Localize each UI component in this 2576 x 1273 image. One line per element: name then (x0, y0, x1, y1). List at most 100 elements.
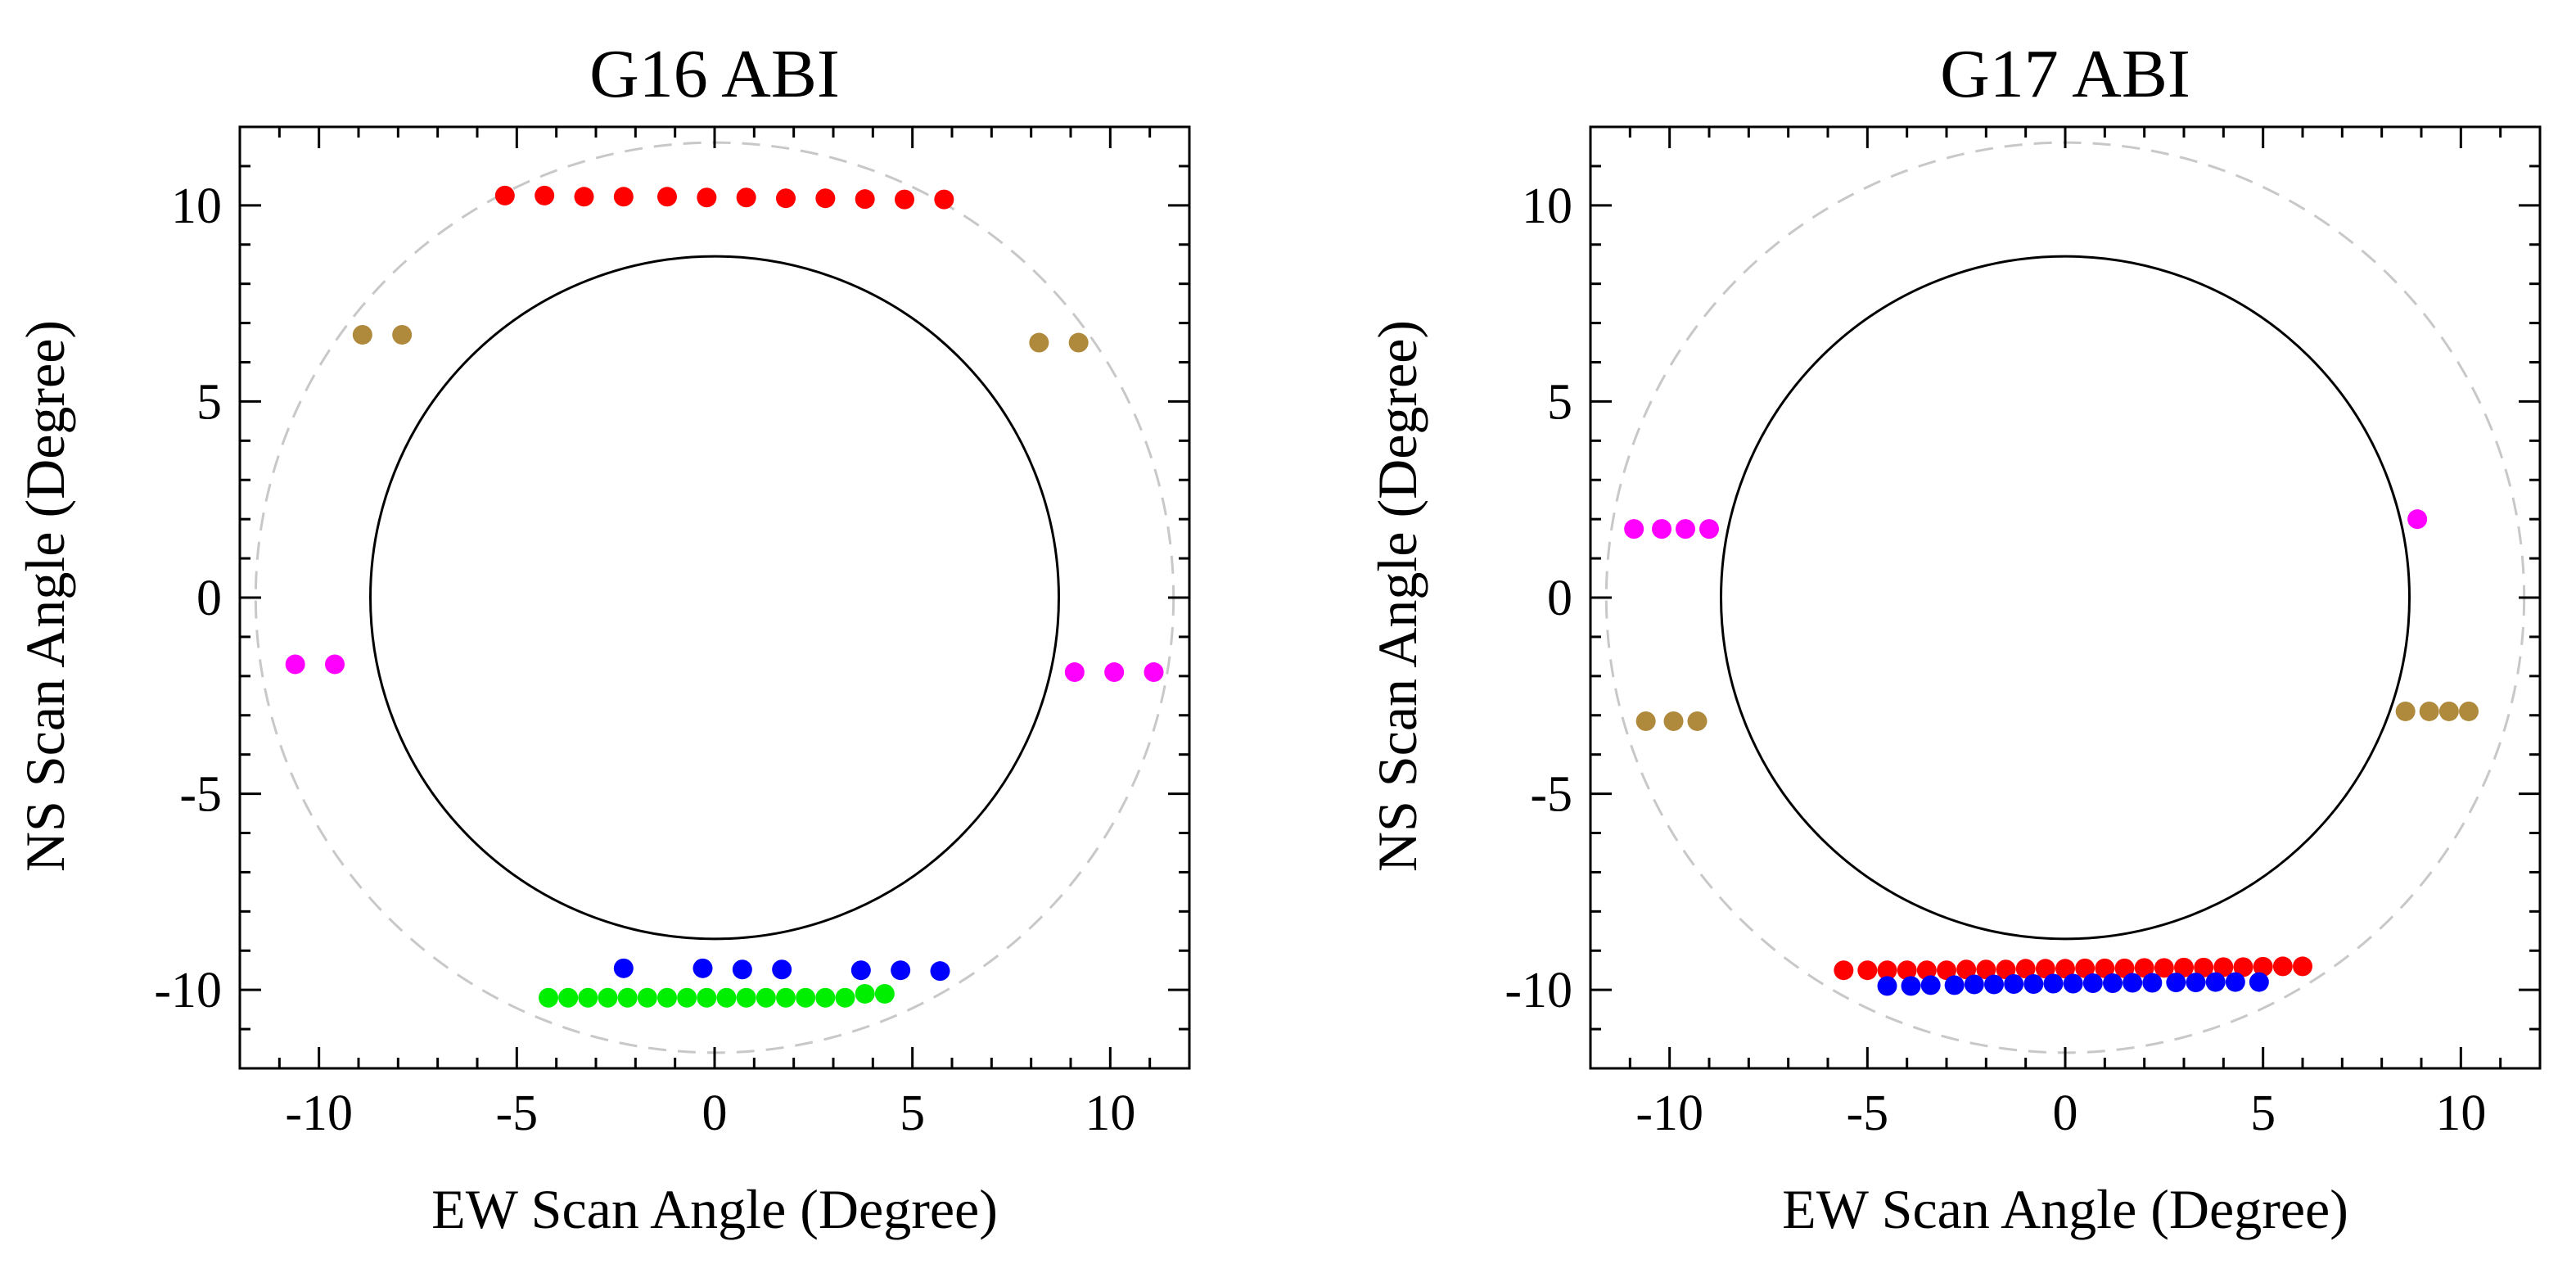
y-tick-label: 10 (1522, 178, 1572, 234)
data-point (930, 961, 950, 982)
data-point (2063, 973, 2083, 994)
series-brown (352, 324, 1089, 353)
data-point (1029, 332, 1049, 353)
data-point (697, 987, 717, 1008)
data-point (756, 987, 776, 1008)
series-magenta (1624, 509, 2428, 539)
series-red (494, 185, 954, 210)
data-point (2194, 957, 2214, 977)
y-tick-label: -5 (179, 767, 222, 823)
y-tick-label: 10 (171, 178, 222, 234)
data-point (1144, 662, 1164, 683)
y-tick-label: -5 (1530, 767, 1572, 823)
panel-g17: G17 ABI EW Scan Angle (Degree) NS Scan A… (1366, 36, 2542, 1240)
x-tick-label: -5 (496, 1086, 539, 1141)
chart-title: G16 ABI (589, 36, 840, 112)
series-red (1834, 956, 2312, 981)
data-point (574, 187, 594, 207)
data-point (1916, 960, 1937, 981)
plot-frame (238, 125, 1191, 1070)
data-point (2233, 957, 2253, 977)
x-tick-label: 10 (2435, 1086, 2486, 1141)
x-tick-label: 5 (900, 1086, 925, 1141)
data-point (2249, 972, 2269, 992)
data-point (2055, 959, 2075, 979)
data-point (2095, 958, 2115, 978)
data-point (2082, 973, 2103, 994)
data-point (539, 987, 558, 1008)
data-point (1901, 976, 1921, 996)
data-point (2213, 957, 2234, 977)
chart-title: G17 ABI (1940, 36, 2190, 112)
panel-g16: G16 ABI EW Scan Angle (Degree) NS Scan A… (14, 36, 1191, 1240)
y-tick-label: -10 (1505, 963, 1572, 1018)
x-tick-label: 10 (1085, 1086, 1135, 1141)
scan-limit-circle (254, 141, 1175, 1054)
data-point (1877, 960, 1897, 981)
data-point (855, 189, 875, 210)
data-point (1857, 960, 1878, 981)
plot-area: -10 -5 0 5 10 -10 -5 0 5 10 (154, 125, 1191, 1141)
data-point (598, 987, 618, 1008)
data-point (2103, 973, 2123, 994)
data-point (1956, 959, 1977, 980)
data-point (736, 987, 756, 1008)
data-point (1976, 959, 1996, 980)
data-point (2123, 973, 2143, 993)
data-point (736, 187, 756, 208)
data-point (850, 960, 871, 981)
data-point (1663, 711, 1684, 731)
data-point (934, 189, 954, 210)
data-point (1834, 960, 1854, 981)
data-point (535, 185, 555, 205)
data-point (285, 654, 305, 675)
data-point (692, 958, 713, 978)
data-point (617, 987, 638, 1008)
x-tick-label: 0 (702, 1086, 728, 1141)
data-point (2419, 701, 2439, 721)
series-blue (613, 958, 950, 982)
data-point (732, 959, 752, 980)
x-axis-label: EW Scan Angle (Degree) (431, 1178, 998, 1240)
y-axis-label: NS Scan Angle (Degree) (1366, 320, 1428, 872)
series-magenta (285, 654, 1164, 683)
data-point (2272, 956, 2293, 977)
data-point (2075, 958, 2096, 978)
y-tick-label: 0 (196, 571, 222, 626)
data-point (613, 187, 634, 207)
data-point (1687, 711, 1708, 731)
data-point (2293, 956, 2312, 977)
x-tick-label: 0 (2053, 1086, 2078, 1141)
data-point (1920, 975, 1941, 995)
data-point (352, 324, 372, 345)
data-point (578, 987, 598, 1008)
data-point (2407, 509, 2428, 530)
series-brown (1635, 701, 2479, 731)
y-axis-label: NS Scan Angle (Degree) (14, 320, 76, 872)
plot-area: -10 -5 0 5 10 -10 -5 0 5 10 (1505, 125, 2542, 1141)
data-point (2459, 701, 2479, 721)
data-point (1624, 519, 1644, 539)
data-point (2035, 959, 2055, 979)
data-point (677, 987, 697, 1008)
data-point (2186, 973, 2206, 993)
data-point (1996, 959, 2016, 980)
data-point (891, 960, 911, 981)
data-point (716, 987, 737, 1008)
data-point (1944, 975, 1965, 995)
data-point (657, 187, 677, 207)
data-point (796, 987, 816, 1008)
data-point (2174, 957, 2194, 977)
data-point (1064, 662, 1085, 683)
data-point (1699, 519, 1719, 539)
data-point (558, 987, 579, 1008)
x-tick-label: -10 (285, 1086, 353, 1141)
y-tick-label: -10 (154, 963, 222, 1018)
data-point (2253, 956, 2273, 977)
data-point (776, 188, 796, 209)
data-point (392, 324, 413, 345)
data-point (2134, 958, 2154, 978)
data-point (2015, 959, 2036, 979)
data-point (613, 958, 634, 978)
